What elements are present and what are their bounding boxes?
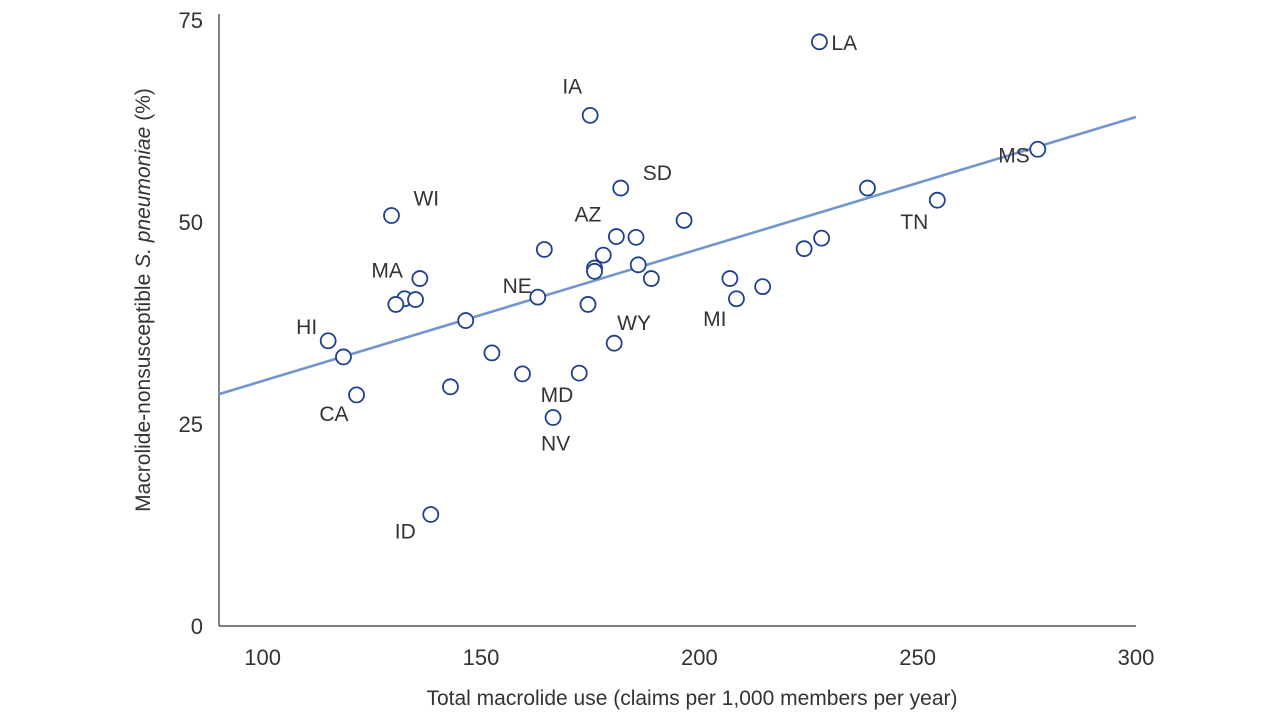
data-point	[1029, 140, 1047, 158]
state-label: WI	[413, 188, 439, 211]
y-axis-title-suffix: (%)	[132, 88, 155, 127]
state-label: WY	[617, 312, 651, 335]
x-tick-label: 150	[463, 645, 500, 670]
data-point	[586, 262, 603, 280]
y-tick-label: 0	[191, 614, 203, 639]
state-label: SD	[643, 162, 672, 185]
data-point	[335, 348, 352, 366]
data-point	[411, 270, 429, 287]
data-point	[570, 364, 588, 382]
data-point	[348, 386, 365, 404]
state-label: MI	[703, 308, 726, 331]
data-point	[928, 191, 946, 209]
y-tick-label: 25	[179, 412, 203, 437]
data-point	[675, 211, 693, 229]
data-point	[594, 246, 612, 264]
x-tick-label: 200	[681, 645, 718, 670]
data-point	[407, 291, 424, 308]
data-point	[859, 179, 876, 197]
data-point	[535, 241, 553, 258]
data-point	[387, 296, 405, 313]
data-point	[457, 312, 475, 329]
data-point	[728, 290, 745, 308]
x-tick-label: 100	[244, 645, 281, 670]
x-axis-title: Total macrolide use (claims per 1,000 me…	[426, 687, 957, 710]
state-label: MA	[371, 260, 403, 283]
state-label: IA	[562, 75, 582, 98]
data-point	[605, 334, 623, 352]
data-point	[795, 240, 813, 258]
data-point	[813, 229, 830, 247]
state-label: CA	[319, 403, 348, 426]
state-label: TN	[900, 211, 928, 234]
state-label: LA	[831, 32, 857, 55]
state-label: AZ	[575, 204, 602, 227]
y-tick-labels: 0 25 50 75	[179, 8, 203, 639]
data-point	[811, 33, 828, 51]
y-axis-title-italic: S. pneumoniae	[132, 127, 155, 268]
data-point	[721, 270, 739, 287]
data-point	[544, 409, 562, 426]
state-label: NV	[541, 433, 570, 456]
x-tick-label: 250	[899, 645, 936, 670]
state-label: NE	[503, 275, 532, 298]
data-point	[581, 106, 599, 124]
data-point	[514, 365, 531, 383]
state-label: ID	[395, 520, 416, 543]
data-point	[442, 378, 459, 396]
state-label: MD	[541, 384, 574, 407]
data-point	[529, 288, 547, 306]
y-tick-label: 50	[179, 210, 203, 235]
data-point	[754, 278, 772, 296]
data-point	[629, 256, 647, 274]
state-labels: LA IA MS SD TN WI AZ MA NE MI HI WY MD CA NV ID	[296, 32, 1030, 544]
data-point	[607, 228, 625, 245]
state-label: MS	[998, 144, 1030, 167]
y-axis-title-prefix: Macrolide-nonsusceptible	[132, 268, 155, 512]
data-point	[483, 344, 501, 362]
trend-line	[218, 115, 1137, 396]
data-points	[319, 33, 1047, 523]
y-axis-title: Macrolide-nonsusceptible S. pneumoniae (…	[132, 88, 155, 512]
x-tick-label: 300	[1118, 645, 1155, 670]
data-point	[319, 332, 337, 350]
data-point	[612, 179, 630, 197]
y-tick-label: 75	[179, 8, 203, 33]
data-point	[627, 228, 645, 246]
state-label: HI	[296, 316, 317, 339]
data-point	[383, 207, 400, 224]
data-point	[579, 296, 597, 313]
x-tick-labels: 100 150 200 250 300	[244, 645, 1154, 670]
data-point	[642, 270, 660, 287]
data-point	[422, 506, 440, 523]
